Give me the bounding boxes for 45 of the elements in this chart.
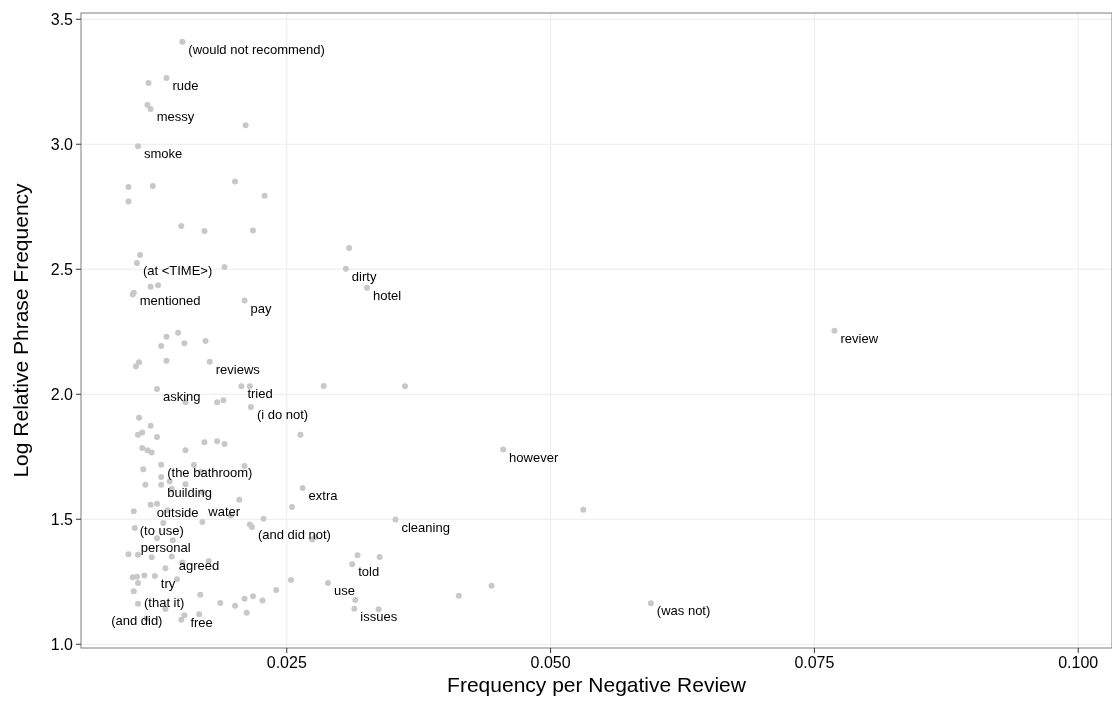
x-tick-label: 0.100: [1058, 654, 1099, 671]
annotation: (that it): [143, 595, 185, 610]
y-tick-label: 1.0: [50, 636, 74, 654]
annotation: reviews: [215, 361, 261, 377]
x-axis-title: Frequency per Negative Review: [447, 673, 747, 696]
annotation: personal: [140, 540, 191, 555]
annotation: rude: [172, 78, 199, 93]
annotation: asking: [162, 389, 201, 404]
annotation: (would not recommend): [188, 41, 325, 57]
y-tick-label: 2.0: [50, 386, 74, 404]
y-axis-title: Log Relative Phrase Frequency: [9, 182, 32, 478]
annotation: mentioned: [139, 292, 201, 308]
annotation: outside: [156, 504, 199, 520]
annotation: try: [160, 576, 176, 591]
x-tick-label: 0.050: [530, 654, 571, 671]
annotation: agreed: [178, 558, 220, 574]
annotation: issues: [360, 608, 398, 624]
x-tick-label: 0.025: [266, 654, 307, 671]
annotation: (was not): [656, 603, 711, 619]
annotation: smoke: [143, 146, 183, 162]
annotation: water: [207, 504, 241, 519]
annotation: free: [190, 615, 213, 631]
annotation: tried: [247, 386, 273, 402]
annotation: told: [358, 564, 380, 580]
annotation: (to use): [139, 523, 184, 539]
annotation: (at <TIME>): [142, 263, 213, 278]
annotation: dirty: [351, 268, 377, 284]
annotation: cleaning: [401, 519, 450, 535]
annotation: pay: [250, 300, 273, 316]
x-tick-label: 0.075: [794, 654, 835, 671]
y-tick-label: 2.5: [50, 261, 74, 279]
annotation: use: [333, 583, 355, 598]
annotation: (i do not): [256, 407, 309, 422]
y-tick-label: 1.5: [50, 511, 74, 529]
annotation: (and did not): [257, 527, 331, 542]
annotation: (the bathroom): [167, 464, 253, 480]
y-tick-label: 3.5: [50, 11, 74, 29]
annotation: review: [840, 330, 879, 346]
annotation: extra: [308, 488, 339, 503]
annotation: messy: [156, 109, 195, 124]
annotation: (and did): [111, 612, 163, 628]
annotation: building: [167, 484, 213, 500]
annotation: however: [509, 449, 559, 465]
annotation: hotel: [372, 287, 402, 303]
y-tick-label: 3.0: [50, 136, 74, 154]
